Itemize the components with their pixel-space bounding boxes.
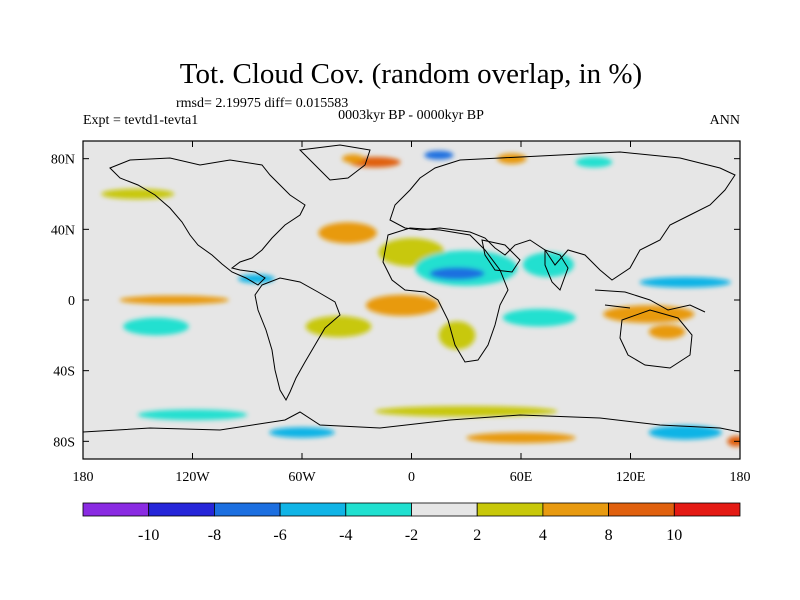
y-tick-label-2: 0 bbox=[68, 294, 75, 309]
colorbar-label-8: 10 bbox=[666, 527, 682, 544]
colorbar-label-6: 4 bbox=[539, 527, 547, 544]
region-north-pacific bbox=[101, 188, 175, 200]
x-tick-label-5: 120E bbox=[616, 470, 646, 485]
region-central-america bbox=[238, 274, 275, 284]
colorbar-swatch-8 bbox=[608, 502, 675, 517]
colorbar-swatch-9 bbox=[673, 502, 741, 517]
x-tick-label-0: 180 bbox=[73, 470, 94, 485]
coast-australia bbox=[619, 309, 693, 369]
experiment-label: Expt = tevtd1-tevta1 bbox=[83, 113, 198, 128]
region-indian-ocean bbox=[502, 308, 576, 327]
colorbar-swatch-5 bbox=[411, 502, 478, 517]
coast-north-america bbox=[109, 157, 306, 286]
colorbar-swatch-2 bbox=[213, 502, 281, 517]
region-north-atlantic-south bbox=[318, 222, 377, 244]
coast-south-america bbox=[254, 277, 341, 402]
region-australia-north bbox=[648, 324, 686, 339]
coast-arabia bbox=[481, 239, 521, 273]
region-barents bbox=[424, 150, 454, 160]
y-tick-label-0: 80N bbox=[51, 153, 75, 168]
region-antarctic-3 bbox=[648, 425, 722, 440]
region-southern-ocean-2 bbox=[375, 406, 558, 417]
colorbar-label-0: -10 bbox=[138, 527, 159, 544]
coast-antarctica bbox=[83, 411, 740, 433]
subtitle-label: 0003kyr BP - 0000kyr BP bbox=[338, 108, 484, 123]
coast-india bbox=[544, 249, 569, 291]
region-sahel-core bbox=[429, 267, 485, 280]
region-antarctic-edge bbox=[727, 436, 740, 447]
region-south-atlantic bbox=[305, 315, 372, 338]
colorbar-label-5: 2 bbox=[473, 527, 481, 544]
region-antarctic-1 bbox=[269, 427, 335, 438]
region-south-africa bbox=[438, 321, 476, 350]
region-equatorial-atlantic bbox=[365, 294, 439, 316]
anomaly-regions bbox=[101, 150, 740, 447]
season-label: ANN bbox=[710, 113, 740, 128]
region-indonesia bbox=[603, 305, 695, 323]
x-tick-label-3: 0 bbox=[408, 470, 415, 485]
x-tick-label-1: 120W bbox=[175, 470, 210, 485]
colorbar-swatch-0 bbox=[82, 502, 150, 517]
coast-eurasia bbox=[389, 151, 736, 281]
y-tick-label-4: 80S bbox=[53, 435, 75, 450]
x-tick-label-6: 180 bbox=[730, 470, 751, 485]
chart-title: Tot. Cloud Cov. (random overlap, in %) bbox=[180, 58, 642, 90]
colorbar-label-3: -4 bbox=[339, 527, 352, 544]
region-greenland-east bbox=[342, 154, 365, 164]
colorbar-label-2: -6 bbox=[273, 527, 286, 544]
region-antarctic-2 bbox=[466, 432, 576, 444]
colorbar-swatch-1 bbox=[148, 502, 215, 517]
region-arctic-east bbox=[497, 153, 527, 164]
map-area bbox=[82, 140, 741, 460]
colorbar-swatch-3 bbox=[279, 502, 347, 517]
region-southern-ocean-1 bbox=[137, 409, 248, 421]
colorbar-swatch-7 bbox=[542, 502, 610, 517]
y-tick-label-3: 40S bbox=[53, 365, 75, 380]
region-east-pacific bbox=[119, 295, 229, 305]
y-tick-label-1: 40N bbox=[51, 223, 75, 238]
coast-greenland bbox=[298, 144, 371, 181]
region-west-pacific bbox=[639, 277, 731, 288]
x-tick-label-2: 60W bbox=[288, 470, 316, 485]
coast-africa bbox=[382, 227, 509, 363]
stats-label: rmsd= 2.19975 diff= 0.015583 bbox=[176, 96, 348, 111]
colorbar: -10 -8 -6 -4 -2 2 4 8 10 bbox=[82, 502, 741, 544]
region-siberia-arctic bbox=[575, 156, 613, 168]
coast-indonesia bbox=[594, 289, 706, 313]
colorbar-swatch-4 bbox=[345, 502, 412, 517]
colorbar-label-7: 8 bbox=[605, 527, 613, 544]
region-south-pacific bbox=[123, 317, 189, 336]
coastlines bbox=[83, 144, 740, 433]
colorbar-label-1: -8 bbox=[208, 527, 221, 544]
colorbar-swatch-6 bbox=[476, 502, 544, 517]
colorbar-label-4: -2 bbox=[405, 527, 418, 544]
axes: 180 120W 60W 0 60E 120E 180 80N 40N 0 40S 80S bbox=[51, 141, 751, 485]
x-tick-label-4: 60E bbox=[510, 470, 533, 485]
